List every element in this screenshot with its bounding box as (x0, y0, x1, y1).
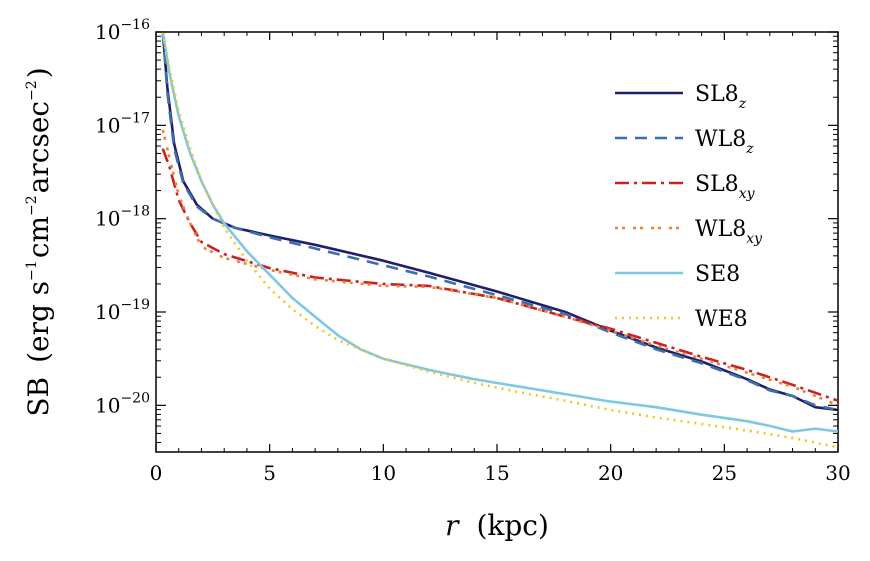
x-tick-label: 0 (150, 461, 163, 485)
x-tick-label: 30 (825, 461, 850, 485)
series-line-3 (161, 129, 838, 407)
y-title-main: SB (22, 377, 55, 417)
x-tick-label: 5 (263, 461, 276, 485)
y-title-open: (erg s (22, 281, 55, 363)
legend: SL8z WL8z SL8xy WL8xy SE8 WE8 (615, 82, 763, 332)
x-axis-title: r (kpc) (445, 509, 549, 542)
series-line-1 (161, 32, 838, 412)
x-tick-label: 25 (712, 461, 737, 485)
y-title-arcsec: arcsec (22, 101, 55, 193)
legend-label-2: SL8xy (695, 172, 756, 202)
y-tick-label: 10−20 (95, 390, 150, 417)
y-tick-label: 10−16 (95, 17, 150, 44)
y-tick-label: 10−17 (95, 110, 150, 137)
y-tick-label: 10−18 (95, 204, 150, 231)
x-tick-label: 15 (484, 461, 509, 485)
legend-label-3: WL8xy (695, 217, 763, 247)
x-axis-ticks: 0 5 10 15 20 25 30 (150, 32, 851, 485)
y-tick-label: 10−19 (95, 297, 150, 324)
series-layer (161, 32, 838, 449)
y-title-cm: cm (22, 216, 55, 258)
series-line-4 (161, 32, 838, 433)
x-tick-label: 10 (371, 461, 396, 485)
y-axis-title: SB(erg s−1cm−2arcsec−2) (22, 67, 55, 416)
series-line-2 (161, 148, 838, 402)
y-title-exp3: −2 (24, 80, 40, 101)
legend-label-1: WL8z (695, 127, 754, 157)
y-axis-ticks: 10−16 10−17 10−18 10−19 10−20 (95, 17, 838, 443)
y-title-exp2: −2 (24, 195, 40, 216)
y-title-close: ) (22, 67, 55, 78)
legend-label-4: SE8 (695, 262, 740, 287)
x-axis-unit: (kpc) (476, 509, 548, 542)
x-tick-label: 20 (598, 461, 623, 485)
x-axis-variable: r (445, 509, 460, 542)
legend-label-0: SL8z (695, 82, 747, 112)
legend-label-5: WE8 (695, 307, 748, 332)
series-line-5 (161, 32, 838, 449)
y-title-exp1: −1 (24, 260, 40, 281)
